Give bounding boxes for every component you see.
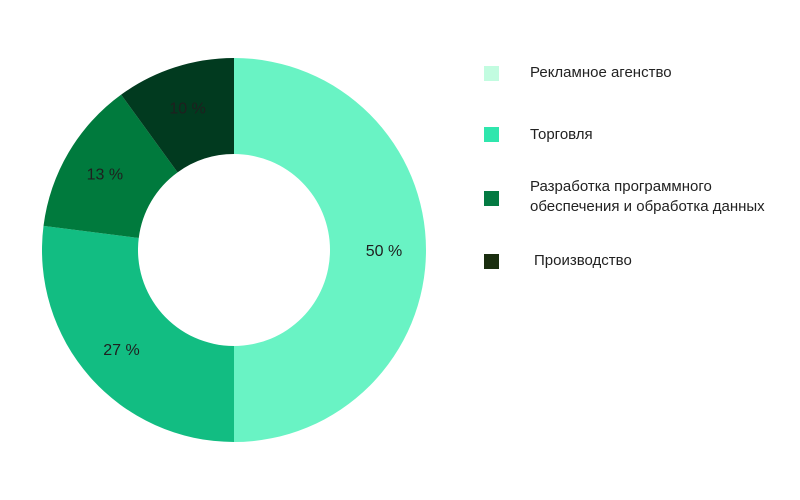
donut-slices <box>41 58 426 442</box>
legend-swatch-production <box>484 254 499 269</box>
slice-label-trade: 27 % <box>103 342 139 359</box>
donut-slice-production <box>121 58 234 173</box>
legend-label-trade: Торговля <box>530 126 593 143</box>
legend-swatch-software <box>484 191 499 206</box>
donut-slice-software <box>43 94 178 238</box>
slice-label-software: 13 % <box>87 167 123 184</box>
legend-label-advertising: Рекламное агенство <box>530 64 672 81</box>
legend-swatch-trade <box>484 127 499 142</box>
legend-label-production: Производство <box>534 252 632 269</box>
donut-slice-trade <box>41 225 234 442</box>
slice-labels: 50 % 27 % 13 % 10 % <box>87 100 403 359</box>
slice-label-advertising: 50 % <box>366 243 402 260</box>
legend-label-software: Разработка программного обеспечения и об… <box>530 178 765 215</box>
slice-label-production: 10 % <box>169 100 205 117</box>
legend-swatch-advertising <box>484 66 499 81</box>
donut-slice-advertising <box>234 58 426 442</box>
